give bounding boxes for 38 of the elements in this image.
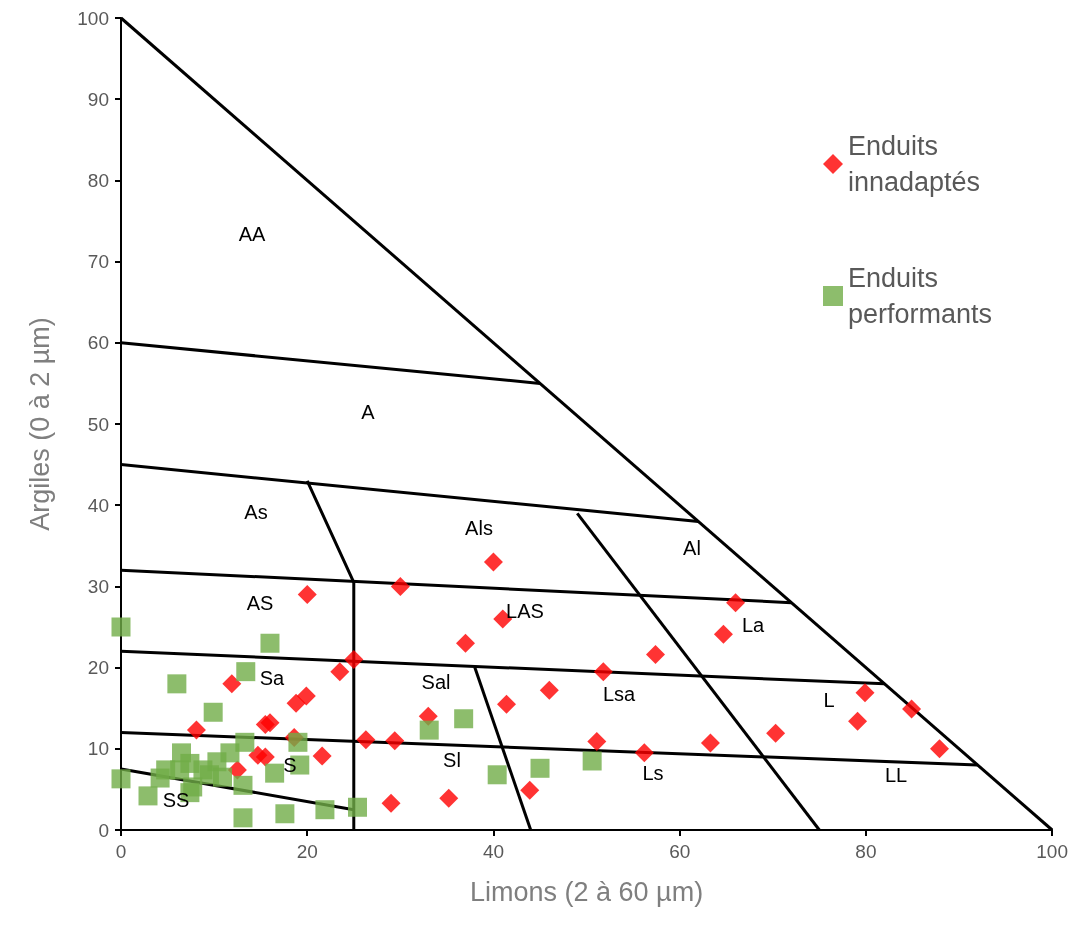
annotation: Lsa (602, 683, 636, 705)
annotation: AS (246, 592, 274, 614)
legend-label: Enduits innadaptés (848, 131, 981, 197)
y-tick-label: 20 (87, 657, 109, 679)
annotation: Al (683, 537, 701, 559)
annotation: L (823, 689, 835, 711)
annotation: LL (884, 764, 908, 786)
x-tick-label: 0 (115, 841, 127, 862)
annotation: As (244, 501, 268, 523)
annotation: Sa (259, 667, 286, 689)
x-tick-label: 100 (1036, 841, 1068, 862)
annotation: AA (238, 223, 266, 245)
y-tick-label: 40 (87, 494, 109, 516)
y-tick-label: 50 (87, 413, 109, 435)
y-tick-label: 10 (87, 738, 109, 760)
y-tick-label: 30 (87, 575, 109, 597)
annotation: Sl (443, 749, 461, 771)
y-tick-label: 90 (87, 88, 109, 110)
x-tick-label: 40 (482, 841, 505, 862)
x-tick-label: 80 (855, 841, 877, 862)
y-axis-title: Argiles (0 à 2 µm) (24, 317, 55, 531)
x-tick-label: 60 (669, 841, 691, 862)
annotation: La (741, 614, 765, 636)
x-tick-label: 20 (296, 841, 318, 862)
y-tick-label: 0 (98, 819, 109, 841)
annotation: LAS (506, 600, 544, 622)
y-tick-label: 100 (77, 7, 109, 29)
y-tick-label: 60 (87, 332, 109, 354)
annotation: Sal (421, 671, 451, 693)
annotation: SS (162, 789, 190, 811)
annotation: A (361, 401, 376, 423)
annotation: Ls (642, 762, 664, 784)
annotation: Als (465, 517, 493, 539)
legend-label: Enduits performants (848, 263, 993, 329)
x-axis-title: Limons (2 à 60 µm) (470, 876, 704, 907)
y-tick-label: 80 (87, 169, 109, 191)
annotation: S (283, 754, 297, 776)
y-tick-label: 70 (87, 251, 109, 273)
